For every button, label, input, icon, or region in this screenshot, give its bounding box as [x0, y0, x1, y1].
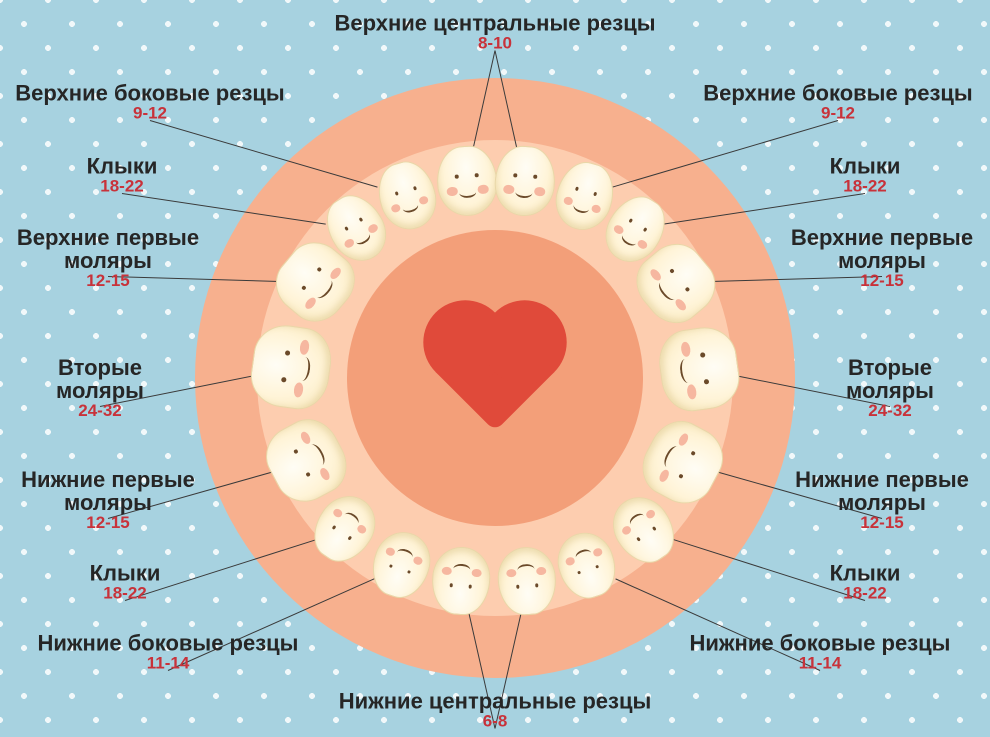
label-months: 9-12 — [703, 105, 972, 123]
label-name: Вторые моляры — [56, 356, 144, 402]
label-canine-LR: Клыки18-22 — [830, 562, 901, 603]
label-name: Нижние боковые резцы — [690, 632, 951, 655]
tooth-0 — [435, 144, 498, 216]
label-months: 18-22 — [830, 178, 901, 196]
label-name: Вторые моляры — [846, 356, 934, 402]
label-m2-L: Вторые моляры24-32 — [56, 356, 144, 420]
label-months: 11-14 — [690, 655, 951, 673]
label-name: Нижние первые моляры — [21, 468, 195, 514]
label-bot-lat-L: Нижние боковые резцы11-14 — [38, 632, 299, 673]
label-months: 12-15 — [791, 272, 973, 290]
label-um1-R: Верхние первые моляры12-15 — [791, 226, 973, 290]
label-bot-center: Нижние центральные резцы6-8 — [339, 690, 652, 731]
label-months: 9-12 — [15, 105, 284, 123]
label-months: 12-15 — [21, 514, 195, 532]
label-canine-LL: Клыки18-22 — [90, 562, 161, 603]
label-months: 18-22 — [90, 585, 161, 603]
label-name: Верхние боковые резцы — [703, 82, 972, 105]
label-top-lat-R: Верхние боковые резцы9-12 — [703, 82, 972, 123]
label-months: 11-14 — [38, 655, 299, 673]
tooth-16 — [432, 547, 492, 617]
label-name: Верхние боковые резцы — [15, 82, 284, 105]
label-months: 18-22 — [830, 585, 901, 603]
label-name: Клыки — [90, 562, 161, 585]
label-name: Клыки — [830, 562, 901, 585]
label-name: Клыки — [87, 155, 158, 178]
label-months: 24-32 — [846, 402, 934, 420]
label-months: 12-15 — [17, 272, 199, 290]
teething-chart: Верхние центральные резцы8-10 Верхние бок… — [0, 0, 990, 737]
label-months: 12-15 — [795, 514, 969, 532]
label-lm1-L: Нижние первые моляры12-15 — [21, 468, 195, 532]
label-canine-UR: Клыки18-22 — [830, 155, 901, 196]
tooth-17 — [498, 547, 558, 617]
label-top-lat-L: Верхние боковые резцы9-12 — [15, 82, 284, 123]
label-name: Нижние боковые резцы — [38, 632, 299, 655]
label-months: 24-32 — [56, 402, 144, 420]
label-name: Верхние первые моляры — [791, 226, 973, 272]
label-canine-UL: Клыки18-22 — [87, 155, 158, 196]
tooth-9 — [657, 323, 743, 413]
label-name: Клыки — [830, 155, 901, 178]
label-months: 18-22 — [87, 178, 158, 196]
label-name: Нижние центральные резцы — [339, 690, 652, 713]
label-name: Верхние первые моляры — [17, 226, 199, 272]
label-name: Верхние центральные резцы — [334, 12, 655, 35]
tooth-1 — [493, 144, 556, 216]
tooth-8 — [247, 323, 333, 413]
label-months: 6-8 — [339, 713, 652, 731]
label-lm1-R: Нижние первые моляры12-15 — [795, 468, 969, 532]
label-m2-R: Вторые моляры24-32 — [846, 356, 934, 420]
label-um1-L: Верхние первые моляры12-15 — [17, 226, 199, 290]
label-top-center: Верхние центральные резцы8-10 — [334, 12, 655, 53]
label-bot-lat-R: Нижние боковые резцы11-14 — [690, 632, 951, 673]
label-name: Нижние первые моляры — [795, 468, 969, 514]
label-months: 8-10 — [334, 35, 655, 53]
